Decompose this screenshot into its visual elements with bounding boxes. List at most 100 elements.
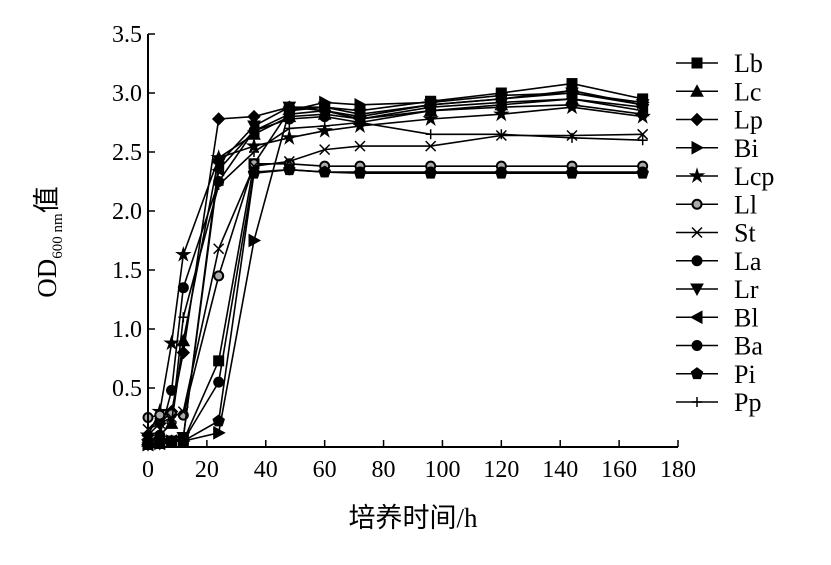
legend-label: Ll — [734, 190, 757, 219]
data-point-pi — [565, 166, 579, 179]
legend-marker — [691, 57, 703, 69]
plot-area — [139, 78, 651, 452]
data-point-ll — [154, 409, 166, 421]
legend-label: Pp — [734, 388, 761, 417]
data-point-la — [166, 384, 178, 396]
data-point-bi — [354, 97, 368, 112]
data-point-bi — [248, 233, 262, 248]
data-point-pp — [496, 129, 507, 140]
y-axis-label-suffix: 值 — [32, 186, 62, 213]
data-point-pp — [284, 123, 295, 134]
y-tick-label: 2.5 — [112, 140, 142, 166]
data-point-bl — [423, 100, 437, 115]
y-tick-label: 3.5 — [112, 22, 142, 48]
data-point-pi — [212, 414, 225, 427]
legend-label: La — [734, 247, 762, 276]
data-point-lcp — [175, 246, 192, 262]
data-point-pi — [247, 166, 261, 179]
y-tick-label: 3.0 — [112, 81, 142, 107]
legend-item-lc: Lc — [676, 77, 761, 106]
legend-label: Lp — [734, 106, 763, 135]
data-point-ba — [213, 376, 225, 388]
data-point-pp — [319, 121, 330, 132]
data-point-pp — [637, 135, 648, 146]
data-point-bl — [635, 100, 649, 115]
data-point-bl — [246, 123, 260, 138]
x-tick-label: 140 — [542, 457, 578, 483]
legend-marker — [691, 198, 703, 210]
data-point-st — [637, 128, 649, 140]
legend-marker — [691, 140, 705, 155]
legend-marker — [690, 367, 704, 380]
y-tick-label: 0.5 — [112, 376, 142, 402]
data-point-pp — [178, 312, 189, 323]
legend-label: Lb — [734, 49, 763, 78]
series-ba — [142, 164, 649, 451]
data-point-pp — [154, 430, 165, 441]
series-line-ba — [147, 168, 643, 446]
legend-label: Bl — [734, 303, 759, 332]
data-point-lr — [282, 101, 297, 115]
data-point-bl — [211, 162, 225, 177]
x-tick-label: 120 — [483, 457, 519, 483]
series-pi — [141, 163, 649, 450]
y-tick-label: 2.0 — [112, 199, 142, 225]
x-tick-label: 80 — [372, 457, 396, 483]
data-point-pp — [249, 147, 259, 157]
axes: 0 20 40 60 80 100 120 140 160 180 0.5 1.0 1.5 2.0 2.5 3… — [112, 22, 696, 483]
series-pp — [143, 117, 648, 447]
legend-marker — [690, 283, 704, 297]
legend-marker — [691, 226, 703, 239]
data-point-pp — [166, 418, 177, 429]
data-point-pi — [353, 166, 367, 179]
data-point-lb — [213, 355, 225, 367]
data-point-pi — [153, 436, 167, 449]
x-axis-label: 培养时间/h — [348, 503, 478, 533]
data-point-bl — [317, 103, 331, 118]
data-point-pp — [355, 117, 365, 128]
series-line-pi — [147, 168, 643, 446]
legend-item-bl: Bl — [676, 303, 759, 332]
y-tick-label: 1.5 — [112, 258, 142, 284]
series-line-lc — [147, 98, 643, 442]
legend-item-lb: Lb — [676, 49, 763, 78]
data-point-pi — [495, 166, 508, 179]
legend-marker — [690, 112, 704, 127]
legend-item-pi: Pi — [676, 360, 756, 389]
legend-item-ll: Ll — [676, 190, 757, 219]
data-point-pp — [425, 129, 436, 140]
data-point-bl — [564, 92, 578, 106]
legend-marker — [689, 310, 703, 325]
y-axis-label: OD600 nm值 — [32, 186, 66, 297]
legend-item-st: St — [676, 219, 756, 248]
legend-marker — [688, 167, 706, 184]
legend-label: Lr — [734, 275, 759, 304]
data-point-pi — [283, 163, 296, 176]
data-point-st — [213, 243, 225, 255]
legend-marker — [692, 397, 702, 407]
legend-label: Lc — [734, 77, 761, 106]
legend-item-la: La — [676, 247, 762, 276]
x-tick-label: 180 — [660, 457, 696, 483]
legend-item-pp: Pp — [676, 388, 761, 417]
legend-item-lp: Lp — [676, 106, 763, 135]
legend-marker — [690, 84, 704, 97]
y-axis-label-main: OD — [32, 259, 62, 298]
x-tick-label: 20 — [195, 457, 219, 483]
data-point-la — [177, 282, 189, 294]
data-point-pi — [424, 166, 437, 179]
legend-label: Lcp — [734, 162, 774, 191]
data-point-lp — [211, 112, 226, 126]
data-point-lcp — [422, 110, 439, 126]
legend-item-bi: Bi — [676, 134, 759, 163]
x-tick-label: 60 — [313, 457, 337, 483]
data-point-pi — [318, 165, 331, 178]
data-point-lc — [176, 333, 191, 347]
legend-item-lr: Lr — [676, 275, 759, 304]
data-point-st — [283, 155, 295, 167]
x-tick-label: 40 — [254, 457, 278, 483]
data-point-bl — [494, 95, 507, 110]
x-tick-label: 0 — [142, 457, 154, 483]
data-point-st — [354, 140, 366, 152]
